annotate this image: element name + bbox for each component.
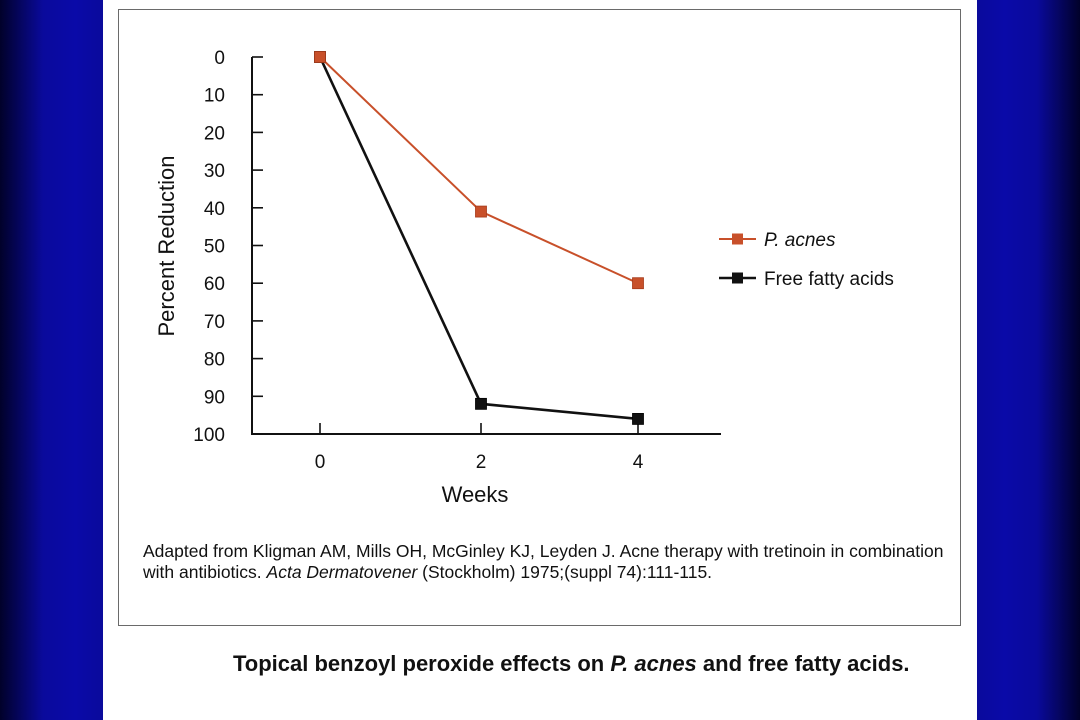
legend: P. acnes Free fatty acids bbox=[719, 230, 894, 290]
slide-panel: Percent Reduction Weeks 0 10 20 30 40 50 60 70 8… bbox=[103, 0, 977, 720]
legend-label: Free fatty acids bbox=[764, 269, 894, 290]
legend-label: P. acnes bbox=[764, 230, 836, 251]
y-tick-label: 30 bbox=[204, 161, 225, 182]
x-axis-title: Weeks bbox=[442, 482, 509, 507]
citation-text-2: (Stockholm) 1975;(suppl 74):111-115. bbox=[417, 562, 713, 582]
y-axis-title: Percent Reduction bbox=[154, 156, 179, 337]
citation: Adapted from Kligman AM, Mills OH, McGin… bbox=[143, 541, 963, 583]
citation-journal: Acta Dermatovener bbox=[266, 562, 418, 582]
y-tick-label: 40 bbox=[204, 199, 225, 220]
y-axis-ticks: 0 10 20 30 40 50 60 70 80 90 100 bbox=[193, 48, 263, 446]
y-tick-label: 0 bbox=[214, 48, 225, 69]
caption-text-1: Topical benzoyl peroxide effects on bbox=[233, 651, 611, 676]
data-point-p-acnes bbox=[475, 205, 487, 218]
y-tick-label: 20 bbox=[204, 123, 225, 144]
figure-caption: Topical benzoyl peroxide effects on P. a… bbox=[121, 650, 971, 678]
x-tick-label: 2 bbox=[476, 452, 487, 473]
legend-marker bbox=[732, 272, 743, 284]
caption-text-2: and free fatty acids. bbox=[696, 651, 910, 676]
series-line-p-acnes bbox=[319, 56, 639, 285]
line-chart: Percent Reduction Weeks 0102030405060708… bbox=[154, 48, 894, 507]
y-tick-label: 50 bbox=[204, 237, 225, 258]
series-line-free-fatty-acids bbox=[318, 56, 639, 421]
y-tick-label: 100 bbox=[193, 425, 225, 446]
x-tick-label: 4 bbox=[633, 452, 644, 473]
data-point-p-acnes bbox=[632, 277, 644, 290]
series-layer bbox=[314, 51, 644, 425]
legend-marker bbox=[732, 233, 743, 245]
y-tick-label: 90 bbox=[204, 387, 225, 408]
y-tick-label: 60 bbox=[204, 274, 225, 295]
citation-text-1: Adapted from Kligman AM, Mills OH, McGin… bbox=[143, 541, 944, 582]
x-tick-label: 0 bbox=[315, 452, 326, 473]
data-point-free-fatty-acids bbox=[632, 413, 644, 425]
y-tick-label: 80 bbox=[204, 350, 225, 371]
data-point-p-acnes bbox=[314, 51, 326, 63]
y-tick-label: 10 bbox=[204, 86, 225, 107]
x-axis-ticks: 0 2 4 bbox=[315, 423, 644, 473]
caption-organism: P. acnes bbox=[610, 651, 697, 676]
y-tick-label: 70 bbox=[204, 312, 225, 333]
figure-frame: Percent Reduction Weeks 0 10 20 30 40 50 60 70 8… bbox=[118, 9, 961, 626]
data-point-free-fatty-acids bbox=[475, 397, 487, 410]
